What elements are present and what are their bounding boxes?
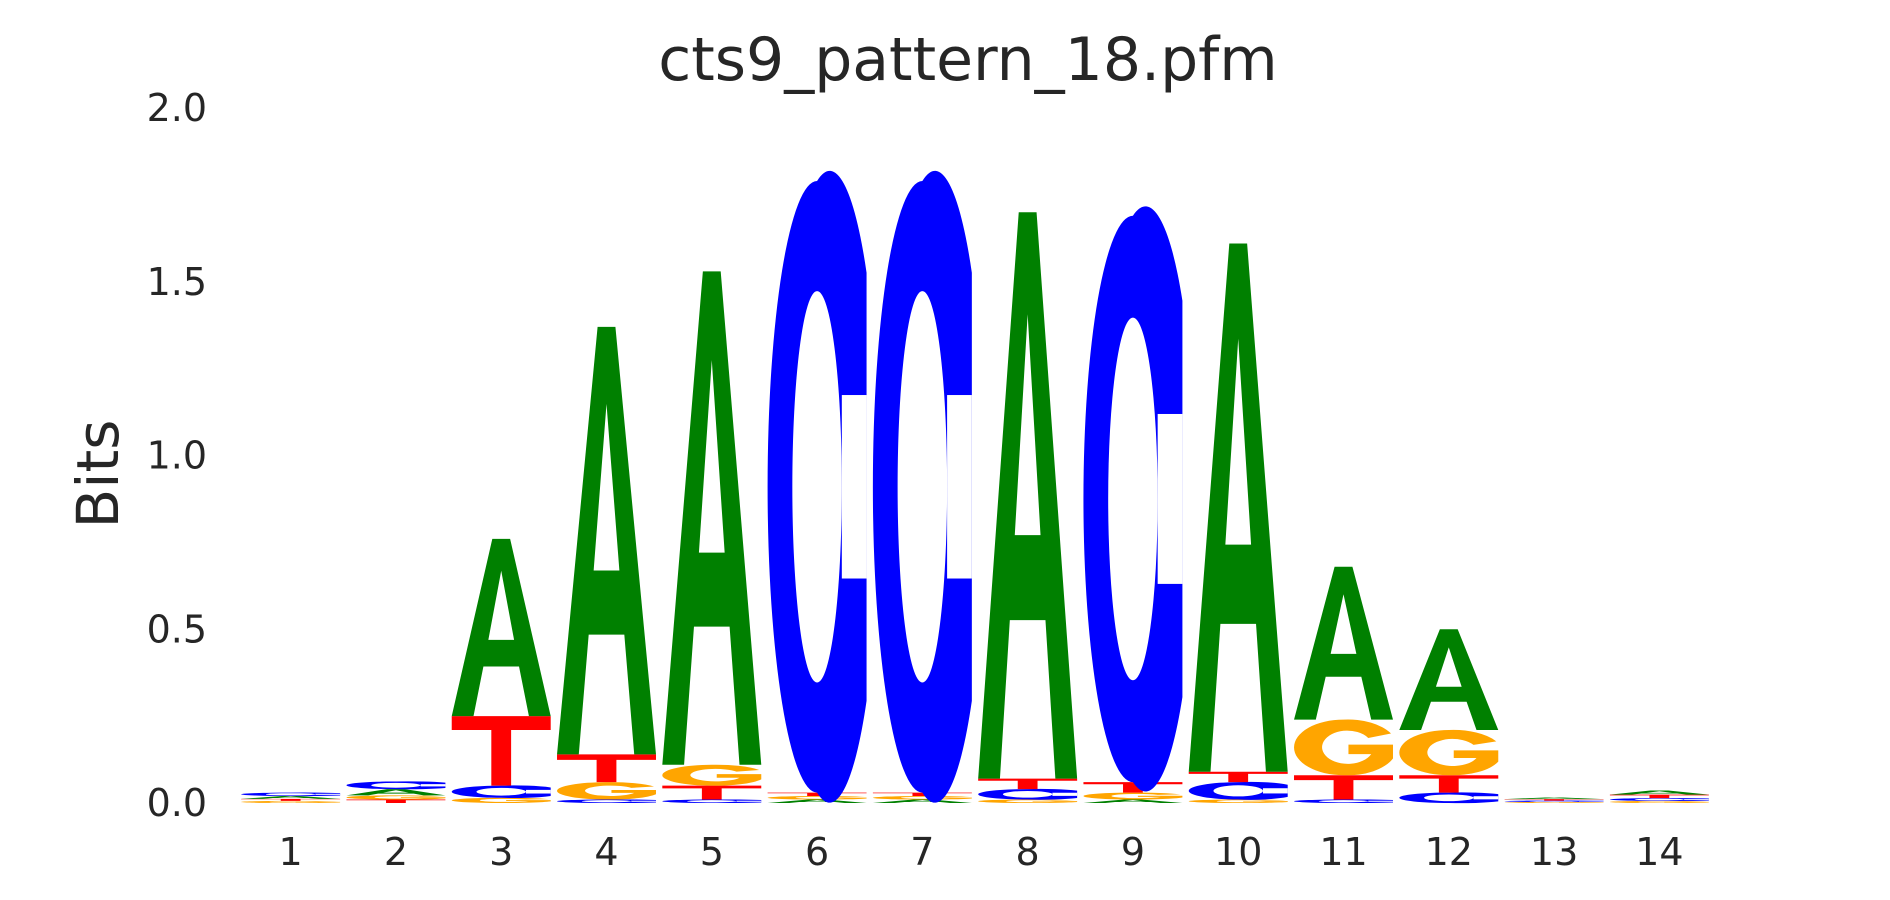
logo-letter-g bbox=[872, 796, 972, 800]
logo-letter-t bbox=[557, 754, 656, 783]
x-tick-label: 13 bbox=[1530, 830, 1578, 874]
logo-letter-a bbox=[1083, 799, 1183, 803]
x-tick-label: 14 bbox=[1635, 830, 1683, 874]
logo-letter-c bbox=[1188, 781, 1288, 800]
y-axis-label: Bits bbox=[64, 420, 132, 529]
logo-letter-t bbox=[1504, 799, 1604, 801]
y-tick-label: 2.0 bbox=[147, 86, 207, 130]
x-tick-label: 2 bbox=[384, 830, 408, 874]
x-axis-ticks: 1 2 3 4 5 6 7 8 9 10 11 12 13 14 bbox=[279, 830, 1684, 874]
logo-letter-a bbox=[978, 212, 1078, 779]
logo-letter-c bbox=[1399, 792, 1499, 804]
logo-letter-c bbox=[978, 788, 1078, 800]
chart-title: cts9_pattern_18.pfm bbox=[658, 25, 1277, 95]
x-tick-label: 10 bbox=[1214, 830, 1262, 874]
logo-letter-t bbox=[346, 799, 446, 803]
logo-letter-g bbox=[1294, 719, 1393, 776]
logo-letter-t bbox=[872, 792, 972, 797]
logo-letter-t bbox=[1188, 771, 1288, 783]
x-tick-label: 6 bbox=[805, 830, 829, 874]
logo-letter-t bbox=[978, 778, 1078, 790]
x-tick-label: 5 bbox=[700, 830, 724, 874]
logo-letter-c bbox=[767, 170, 867, 803]
logo-letter-g bbox=[451, 797, 551, 804]
logo-letter-a bbox=[1609, 790, 1709, 795]
x-tick-label: 9 bbox=[1121, 830, 1145, 874]
x-tick-label: 11 bbox=[1319, 830, 1367, 874]
logo-letter-c bbox=[346, 781, 446, 790]
logo-letter-a bbox=[662, 271, 762, 765]
logo-letter-t bbox=[1083, 782, 1183, 793]
logo-letter-a bbox=[767, 799, 867, 803]
y-tick-label: 0.0 bbox=[147, 781, 207, 825]
logo-letter-c bbox=[872, 170, 972, 803]
y-axis-ticks: 0.0 0.5 1.0 1.5 2.0 bbox=[147, 86, 207, 825]
logo-letter-g bbox=[346, 795, 446, 800]
logo-letter-c bbox=[1083, 206, 1183, 792]
logo-letter-t bbox=[662, 785, 762, 800]
logo-letter-a bbox=[451, 538, 551, 717]
x-tick-label: 7 bbox=[910, 830, 934, 874]
y-tick-label: 1.0 bbox=[147, 434, 207, 478]
logo-letter-c bbox=[451, 785, 551, 798]
logo-letter-g bbox=[978, 799, 1078, 804]
logo-letter-t bbox=[1294, 775, 1393, 800]
logo-letter-a bbox=[1504, 797, 1604, 800]
x-tick-label: 1 bbox=[279, 830, 303, 874]
logo-letter-a bbox=[1294, 566, 1393, 720]
logo-letter-g bbox=[557, 782, 656, 800]
logo-letter-a bbox=[1188, 243, 1288, 772]
x-tick-label: 3 bbox=[489, 830, 513, 874]
logo-letters bbox=[241, 170, 1709, 804]
logo-letter-t bbox=[1609, 794, 1709, 799]
x-tick-label: 4 bbox=[594, 830, 618, 874]
y-tick-label: 1.5 bbox=[147, 260, 207, 304]
logo-letter-g bbox=[1609, 800, 1709, 804]
logo-letter-a bbox=[557, 326, 656, 755]
logo-letter-g bbox=[1083, 792, 1183, 800]
logo-letter-c bbox=[1504, 800, 1604, 802]
logo-letter-t bbox=[1399, 775, 1499, 793]
logo-letter-g bbox=[241, 800, 341, 804]
logo-letter-c bbox=[662, 799, 762, 804]
logo-letter-g bbox=[1504, 801, 1604, 804]
logo-letter-g bbox=[1399, 729, 1499, 776]
logo-letter-g bbox=[1188, 799, 1288, 804]
logo-letter-a bbox=[1399, 629, 1499, 731]
logo-letter-c bbox=[1609, 798, 1709, 801]
logo-letter-a bbox=[241, 796, 341, 799]
logo-letter-t bbox=[241, 798, 341, 801]
x-tick-label: 12 bbox=[1425, 830, 1473, 874]
logo-letter-a bbox=[872, 799, 972, 803]
logo-letter-c bbox=[1294, 799, 1393, 804]
logo-letter-t bbox=[451, 716, 551, 786]
logo-letter-a bbox=[346, 789, 446, 796]
x-tick-label: 8 bbox=[1016, 830, 1040, 874]
logo-letter-g bbox=[767, 796, 867, 800]
logo-letter-t bbox=[767, 792, 867, 797]
logo-letter-g bbox=[662, 764, 762, 786]
logo-letter-c bbox=[557, 799, 656, 804]
y-tick-label: 0.5 bbox=[147, 607, 207, 651]
logo-letter-c bbox=[241, 792, 341, 797]
